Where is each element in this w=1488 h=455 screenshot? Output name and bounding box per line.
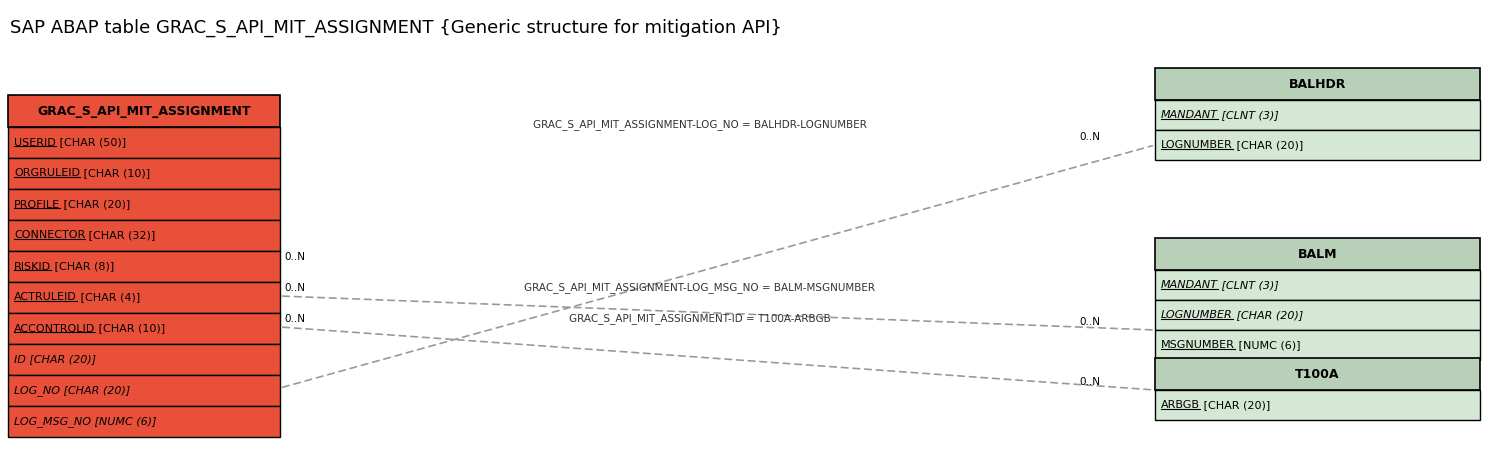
Bar bbox=[7, 220, 280, 251]
Text: MANDANT: MANDANT bbox=[1161, 110, 1219, 120]
Text: 0..N: 0..N bbox=[284, 283, 305, 293]
Text: ID [CHAR (20)]: ID [CHAR (20)] bbox=[13, 354, 97, 364]
Text: 0..N: 0..N bbox=[1079, 377, 1100, 387]
Text: [CHAR (4)]: [CHAR (4)] bbox=[77, 293, 140, 303]
Text: PROFILE: PROFILE bbox=[13, 199, 60, 209]
Text: [CLNT (3)]: [CLNT (3)] bbox=[1219, 110, 1278, 120]
Text: SAP ABAP table GRAC_S_API_MIT_ASSIGNMENT {Generic structure for mitigation API}: SAP ABAP table GRAC_S_API_MIT_ASSIGNMENT… bbox=[10, 19, 781, 37]
Text: ORGRULEID: ORGRULEID bbox=[13, 168, 80, 178]
Bar bbox=[1155, 68, 1481, 100]
Text: [NUMC (6)]: [NUMC (6)] bbox=[1235, 340, 1301, 350]
Bar bbox=[7, 127, 280, 158]
Bar bbox=[1155, 358, 1481, 390]
Text: [CHAR (20)]: [CHAR (20)] bbox=[1199, 400, 1271, 410]
Bar bbox=[7, 251, 280, 282]
Text: USERID: USERID bbox=[13, 137, 55, 147]
Text: MSGNUMBER: MSGNUMBER bbox=[1161, 340, 1235, 350]
Text: 0..N: 0..N bbox=[284, 252, 305, 262]
Text: [CHAR (10)]: [CHAR (10)] bbox=[95, 324, 165, 334]
Text: GRAC_S_API_MIT_ASSIGNMENT-ID = T100A-ARBGB: GRAC_S_API_MIT_ASSIGNMENT-ID = T100A-ARB… bbox=[568, 313, 830, 324]
Bar bbox=[1155, 238, 1481, 270]
Text: LOG_NO [CHAR (20)]: LOG_NO [CHAR (20)] bbox=[13, 385, 131, 396]
Text: GRAC_S_API_MIT_ASSIGNMENT-LOG_NO = BALHDR-LOGNUMBER: GRAC_S_API_MIT_ASSIGNMENT-LOG_NO = BALHD… bbox=[533, 119, 868, 130]
Text: [CHAR (32)]: [CHAR (32)] bbox=[85, 231, 156, 241]
Text: T100A: T100A bbox=[1295, 368, 1339, 380]
Bar bbox=[7, 313, 280, 344]
Text: ACCONTROLID: ACCONTROLID bbox=[13, 324, 95, 334]
Text: [CHAR (20)]: [CHAR (20)] bbox=[60, 199, 131, 209]
Text: 0..N: 0..N bbox=[1079, 317, 1100, 327]
Text: LOG_MSG_NO [NUMC (6)]: LOG_MSG_NO [NUMC (6)] bbox=[13, 416, 156, 427]
Bar bbox=[1155, 300, 1481, 330]
Bar bbox=[7, 406, 280, 437]
Bar bbox=[1155, 130, 1481, 160]
Text: ARBGB: ARBGB bbox=[1161, 400, 1199, 410]
Bar bbox=[1155, 390, 1481, 420]
Bar bbox=[7, 95, 280, 127]
Text: [CHAR (8)]: [CHAR (8)] bbox=[51, 262, 115, 272]
Bar bbox=[1155, 100, 1481, 130]
Bar bbox=[1155, 270, 1481, 300]
Text: 0..N: 0..N bbox=[1079, 132, 1100, 142]
Bar bbox=[7, 158, 280, 189]
Text: LOGNUMBER: LOGNUMBER bbox=[1161, 310, 1232, 320]
Text: [CHAR (50)]: [CHAR (50)] bbox=[55, 137, 126, 147]
Text: BALHDR: BALHDR bbox=[1289, 77, 1347, 91]
Bar bbox=[7, 189, 280, 220]
Bar bbox=[1155, 330, 1481, 360]
Text: MANDANT: MANDANT bbox=[1161, 280, 1219, 290]
Text: BALM: BALM bbox=[1298, 248, 1338, 261]
Text: GRAC_S_API_MIT_ASSIGNMENT: GRAC_S_API_MIT_ASSIGNMENT bbox=[37, 105, 251, 117]
Text: [CHAR (20)]: [CHAR (20)] bbox=[1232, 310, 1303, 320]
Text: [CHAR (20)]: [CHAR (20)] bbox=[1232, 140, 1303, 150]
Bar bbox=[7, 282, 280, 313]
Text: GRAC_S_API_MIT_ASSIGNMENT-LOG_MSG_NO = BALM-MSGNUMBER: GRAC_S_API_MIT_ASSIGNMENT-LOG_MSG_NO = B… bbox=[524, 282, 875, 293]
Text: ACTRULEID: ACTRULEID bbox=[13, 293, 77, 303]
Bar bbox=[7, 344, 280, 375]
Text: RISKID: RISKID bbox=[13, 262, 51, 272]
Text: CONNECTOR: CONNECTOR bbox=[13, 231, 85, 241]
Text: LOGNUMBER: LOGNUMBER bbox=[1161, 140, 1232, 150]
Text: 0..N: 0..N bbox=[284, 314, 305, 324]
Text: [CLNT (3)]: [CLNT (3)] bbox=[1219, 280, 1278, 290]
Text: [CHAR (10)]: [CHAR (10)] bbox=[80, 168, 150, 178]
Bar bbox=[7, 375, 280, 406]
